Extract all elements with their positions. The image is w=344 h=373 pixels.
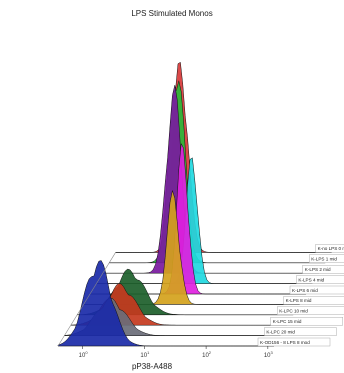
lane-label-box — [296, 275, 344, 284]
x-tick-label: 102 — [202, 350, 212, 359]
x-tick-label: 101 — [140, 350, 150, 359]
lane-label-box — [283, 296, 344, 305]
histogram-series — [109, 80, 326, 264]
lane-label: K-LPS 2 mid — [305, 267, 331, 272]
lane-label-box — [270, 317, 343, 326]
lane-label: K-LPC 15 mid — [273, 319, 302, 324]
x-axis-title: pP38-A488 — [131, 362, 173, 371]
histogram-series — [96, 157, 313, 284]
lane-label-box — [264, 327, 337, 336]
lane-label-box — [309, 254, 344, 264]
x-tick-label: 100 — [79, 350, 89, 359]
lane-label-box — [277, 306, 344, 315]
x-tick-label: 103 — [264, 350, 274, 359]
histogram-series — [115, 61, 332, 253]
lane-label: K-LPC 20 mid — [266, 329, 295, 334]
lane-label: K-LPC 10 mid — [279, 309, 308, 314]
lane-label: K-LPS 8 mid — [286, 298, 312, 303]
lane-label-box — [289, 285, 344, 295]
lane-label-box — [302, 265, 344, 274]
lane-label-box — [315, 244, 344, 253]
histogram-series — [57, 260, 274, 347]
lane-label: K-LPS 6 mid — [292, 288, 318, 293]
lane-label: K-LPS 4 mid — [298, 277, 324, 282]
lane-label-box — [257, 337, 331, 347]
lane-label: K-no LPS 0 mid — [318, 246, 344, 251]
lane-label: K-OD156 - 8 LPS 8 mod — [260, 340, 310, 345]
depth-axis — [57, 252, 116, 347]
chart-title: LPS Stimulated Monos — [131, 9, 213, 18]
lane-label: K-LPS 1 mid — [311, 257, 337, 262]
histogram-series — [102, 85, 319, 274]
